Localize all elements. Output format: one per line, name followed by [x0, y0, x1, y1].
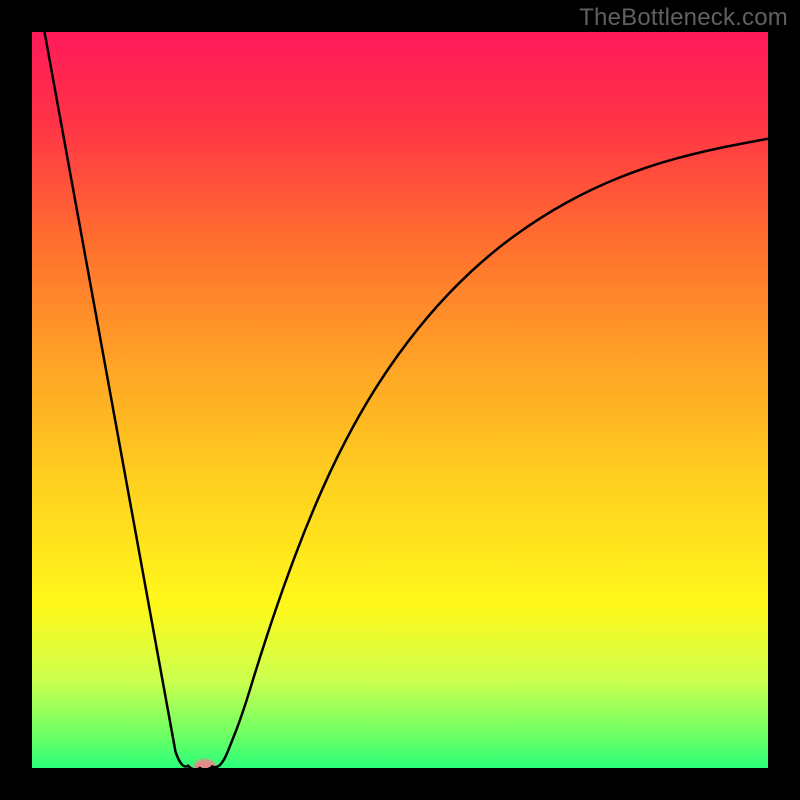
frame-border-left [0, 0, 32, 800]
frame-border-right [768, 0, 800, 800]
gradient-background [32, 32, 768, 768]
watermark-text: TheBottleneck.com [579, 4, 788, 32]
bottleneck-chart [0, 0, 800, 800]
chart-root: TheBottleneck.com [0, 0, 800, 800]
frame-border-bottom [0, 768, 800, 800]
